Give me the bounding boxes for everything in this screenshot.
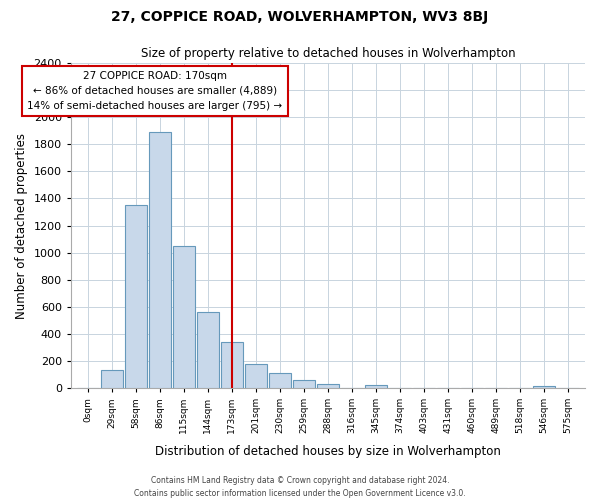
Bar	[125, 205, 147, 388]
Bar	[269, 373, 291, 388]
Bar	[149, 132, 171, 388]
Bar	[101, 370, 123, 388]
Bar	[173, 246, 195, 388]
Y-axis label: Number of detached properties: Number of detached properties	[15, 132, 28, 318]
Bar	[197, 312, 219, 388]
Title: Size of property relative to detached houses in Wolverhampton: Size of property relative to detached ho…	[140, 48, 515, 60]
Bar	[245, 364, 267, 388]
Text: 27 COPPICE ROAD: 170sqm
← 86% of detached houses are smaller (4,889)
14% of semi: 27 COPPICE ROAD: 170sqm ← 86% of detache…	[28, 71, 283, 111]
Text: Contains HM Land Registry data © Crown copyright and database right 2024.
Contai: Contains HM Land Registry data © Crown c…	[134, 476, 466, 498]
Bar	[221, 342, 243, 388]
Bar	[317, 384, 339, 388]
Bar	[533, 386, 555, 388]
Text: 27, COPPICE ROAD, WOLVERHAMPTON, WV3 8BJ: 27, COPPICE ROAD, WOLVERHAMPTON, WV3 8BJ	[112, 10, 488, 24]
Bar	[293, 380, 315, 388]
X-axis label: Distribution of detached houses by size in Wolverhampton: Distribution of detached houses by size …	[155, 444, 501, 458]
Bar	[365, 386, 387, 388]
